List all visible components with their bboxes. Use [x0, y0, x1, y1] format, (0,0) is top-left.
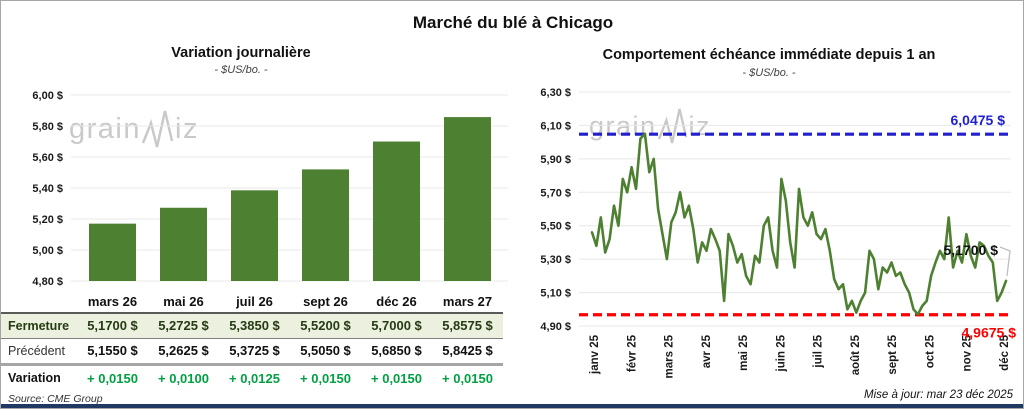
- bar-mars 26: [89, 223, 136, 281]
- y-tick-label: 5,40 $: [32, 183, 63, 195]
- line-chart: 6,30 $ 6,10 $ 5,90 $ 5,70 $ 5,50 $ 5,30 $ 5,10…: [540, 87, 1017, 378]
- precedent-value-cell: 5,2625 $: [158, 343, 209, 358]
- source-note: Source: CME Group: [8, 393, 103, 405]
- x-tick-label: juil 25: [813, 334, 825, 368]
- bar-mai 26: [160, 207, 207, 281]
- fermeture-value-cell: 5,3850 $: [219, 312, 290, 339]
- variation-value-cell: + 0,0150: [432, 362, 503, 391]
- month-header-cell: mars 26: [87, 294, 138, 309]
- x-tick-label: mai 25: [738, 334, 750, 370]
- line-chart-title: Comportement échéance immédiate depuis 1…: [602, 47, 936, 63]
- fermeture-value-cell: 5,7000 $: [361, 312, 432, 339]
- precedent-value-cell: 5,5050 $: [300, 343, 351, 358]
- month-header-cell: déc 26: [376, 294, 417, 309]
- y-tick-label: 5,00 $: [32, 245, 63, 257]
- y-tick-label: 5,20 $: [32, 214, 63, 226]
- variation-value-cell: + 0,0150: [77, 362, 148, 391]
- y-tick-label: 5,10 $: [540, 288, 571, 300]
- month-header-cell: juil 26: [236, 294, 273, 309]
- x-tick-label: nov 25: [962, 334, 974, 371]
- line-chart-subtitle: - $US/bo. -: [742, 67, 796, 79]
- y-tick-label: 5,60 $: [32, 152, 63, 164]
- y-tick-label: 6,30 $: [540, 87, 571, 99]
- bar-chart-subtitle: - $US/bo. -: [214, 64, 268, 76]
- precedent-value-cell: 5,3725 $: [229, 343, 280, 358]
- variation-value-cell: + 0,0150: [290, 362, 361, 391]
- quotes-table: mars 26 mai 26 juil 26 sept 26 déc 26 mars 27…: [1, 291, 503, 391]
- row-label: Précédent: [8, 343, 65, 358]
- bottom-accent-bar: [1, 404, 1023, 408]
- month-header-cell: sept 26: [303, 294, 348, 309]
- precedent-value-cell: 5,8425 $: [442, 343, 493, 358]
- bar-sept 26: [302, 169, 349, 281]
- x-tick-label: juin 25: [775, 334, 787, 372]
- price-series-line: [590, 132, 1008, 316]
- fermeture-value-cell: 5,2725 $: [148, 312, 219, 339]
- row-label: Variation: [1, 362, 77, 391]
- variation-value-cell: + 0,0150: [361, 362, 432, 391]
- variation-value-cell: + 0,0125: [219, 362, 290, 391]
- y-tick-label: 5,80 $: [32, 121, 63, 133]
- fermeture-value-cell: 5,5200 $: [290, 312, 361, 339]
- table-row-precedent: Précédent 5,1550 $ 5,2625 $ 5,3725 $ 5,5050 …: [1, 338, 503, 364]
- min-value-label: 4,9675 $: [962, 325, 1017, 341]
- last-point-label: 5,1700 $: [944, 242, 999, 258]
- bar-juil 26: [231, 190, 278, 281]
- y-tick-label: 5,30 $: [540, 254, 571, 266]
- fermeture-value-cell: 5,8575 $: [432, 312, 503, 339]
- x-tick-label: avr 25: [701, 334, 713, 368]
- y-tick-label: 6,00 $: [32, 90, 63, 102]
- last-point-leader-line: [999, 246, 1011, 276]
- y-tick-label: 4,90 $: [540, 321, 571, 333]
- month-header-cell: mai 26: [163, 294, 204, 309]
- max-value-label: 6,0475 $: [951, 112, 1006, 128]
- x-tick-label: déc 25: [999, 334, 1011, 370]
- update-note: Mise à jour: mar 23 déc 2025: [864, 389, 1013, 401]
- page-title: Marché du blé à Chicago: [412, 13, 614, 32]
- table-corner-cell: [1, 291, 77, 313]
- x-tick-label: sept 25: [887, 334, 899, 374]
- x-tick-label: oct 25: [924, 334, 936, 368]
- bar-mars 27: [444, 117, 491, 282]
- x-tick-label: mars 25: [664, 334, 676, 378]
- table-header-row: mars 26 mai 26 juil 26 sept 26 déc 26 mars 27: [1, 291, 503, 313]
- variation-value-cell: + 0,0100: [148, 362, 219, 391]
- x-tick-label: août 25: [850, 334, 862, 375]
- y-tick-label: 6,10 $: [540, 120, 571, 132]
- precedent-value-cell: 5,6850 $: [371, 343, 422, 358]
- table-row-variation: Variation + 0,0150 + 0,0100 + 0,0125 + 0,015…: [1, 362, 503, 391]
- row-label: Fermeture: [1, 312, 77, 339]
- y-tick-label: 5,50 $: [540, 221, 571, 233]
- table-row-fermeture: Fermeture 5,1700 $5,2725 $5,3850 $5,5200 …: [1, 312, 503, 339]
- y-tick-label: 5,90 $: [540, 154, 571, 166]
- x-tick-label: janv 25: [589, 334, 601, 375]
- x-tick-label: févr 25: [626, 334, 638, 372]
- y-tick-label: 4,80 $: [32, 276, 63, 288]
- bar-déc 26: [373, 141, 420, 281]
- bar-chart-title: Variation journalière: [171, 45, 311, 61]
- month-header-cell: mars 27: [442, 294, 493, 309]
- bar-chart: 6,00 $ 5,80 $ 5,60 $ 5,40 $ 5,20 $ 5,00 $ 4,80…: [32, 90, 508, 288]
- fermeture-value-cell: 5,1700 $: [77, 312, 148, 339]
- precedent-value-cell: 5,1550 $: [87, 343, 138, 358]
- y-tick-label: 5,70 $: [540, 187, 571, 199]
